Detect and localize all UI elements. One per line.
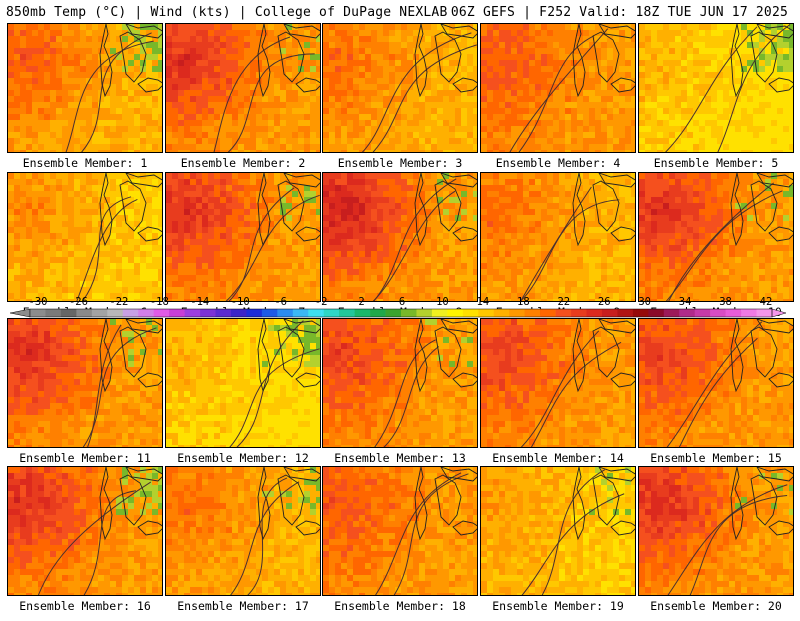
colorbar-tick-label: -10 — [231, 296, 250, 308]
colorbar-tick-label: -14 — [190, 296, 209, 308]
temperature-map — [480, 172, 636, 302]
ensemble-member-label: Ensemble Member: 13 — [322, 449, 478, 467]
ensemble-member-panel: Ensemble Member: 5 — [638, 23, 794, 178]
colorbar-tick-label: -6 — [274, 296, 287, 308]
ensemble-member-panel: Ensemble Member: 18 — [322, 466, 478, 621]
colorbar-tick-label: 6 — [399, 296, 405, 308]
ensemble-member-panel: Ensemble Member: 1 — [7, 23, 163, 178]
temperature-map — [638, 23, 794, 153]
temperature-map — [322, 466, 478, 596]
temperature-map — [165, 172, 321, 302]
ensemble-member-panel: Ensemble Member: 16 — [7, 466, 163, 621]
temperature-map — [7, 466, 163, 596]
ensemble-member-label: Ensemble Member: 12 — [165, 449, 321, 467]
temperature-map — [165, 318, 321, 448]
ensemble-member-panel: Ensemble Member: 14 — [480, 318, 636, 473]
temperature-map — [7, 318, 163, 448]
ensemble-member-label: Ensemble Member: 11 — [7, 449, 163, 467]
temperature-map — [480, 466, 636, 596]
ensemble-member-panel: Ensemble Member: 3 — [322, 23, 478, 178]
colorbar-tick-label: 38 — [719, 296, 732, 308]
header-title: 850mb Temp (°C) | Wind (kts) | College o… — [6, 5, 447, 20]
ensemble-member-panel: Ensemble Member: 17 — [165, 466, 321, 621]
temperature-map — [638, 172, 794, 302]
ensemble-member-panel: Ensemble Member: 2 — [165, 23, 321, 178]
colorbar-tick-label: -30 — [29, 296, 48, 308]
ensemble-member-label: Ensemble Member: 5 — [638, 154, 794, 172]
colorbar-tick-label: -2 — [315, 296, 328, 308]
colorbar-tick-label: 10 — [436, 296, 449, 308]
ensemble-member-label: Ensemble Member: 3 — [322, 154, 478, 172]
colorbar-tick-label: -18 — [150, 296, 169, 308]
colorbar-tick-label: -22 — [109, 296, 128, 308]
ensemble-member-panel: Ensemble Member: 19 — [480, 466, 636, 621]
temperature-map — [7, 172, 163, 302]
temperature-map — [7, 23, 163, 153]
ensemble-member-panel: Ensemble Member: 12 — [165, 318, 321, 473]
ensemble-member-panel: Ensemble Member: 15 — [638, 318, 794, 473]
header-valid-time: 06Z GEFS | F252 Valid: 18Z TUE JUN 17 20… — [451, 5, 788, 20]
ensemble-member-panel: Ensemble Member: 11 — [7, 318, 163, 473]
colorbar-tick-label: 42 — [760, 296, 773, 308]
colorbar-tick-label: 2 — [358, 296, 364, 308]
temperature-map — [638, 466, 794, 596]
colorbar-tick-label: -26 — [69, 296, 88, 308]
ensemble-member-label: Ensemble Member: 1 — [7, 154, 163, 172]
ensemble-member-label: Ensemble Member: 15 — [638, 449, 794, 467]
temperature-map — [480, 23, 636, 153]
ensemble-member-label: Ensemble Member: 2 — [165, 154, 321, 172]
ensemble-member-panel: Ensemble Member: 20 — [638, 466, 794, 621]
temperature-map — [165, 23, 321, 153]
ensemble-member-label: Ensemble Member: 14 — [480, 449, 636, 467]
colorbar-tick-label: 34 — [679, 296, 692, 308]
temperature-map — [322, 23, 478, 153]
colorbar-strip — [0, 308, 800, 320]
colorbar-tick-label: 26 — [598, 296, 611, 308]
ensemble-member-label: Ensemble Member: 4 — [480, 154, 636, 172]
colorbar-tick-label: 30 — [638, 296, 651, 308]
colorbar-tick-label: 22 — [557, 296, 570, 308]
temperature-map — [638, 318, 794, 448]
temperature-map — [322, 172, 478, 302]
colorbar-tick-label: 14 — [477, 296, 490, 308]
temperature-map — [165, 466, 321, 596]
colorbar-tick-label: 18 — [517, 296, 530, 308]
ensemble-member-panel: Ensemble Member: 13 — [322, 318, 478, 473]
temperature-map — [322, 318, 478, 448]
ensemble-member-panel: Ensemble Member: 4 — [480, 23, 636, 178]
temperature-map — [480, 318, 636, 448]
